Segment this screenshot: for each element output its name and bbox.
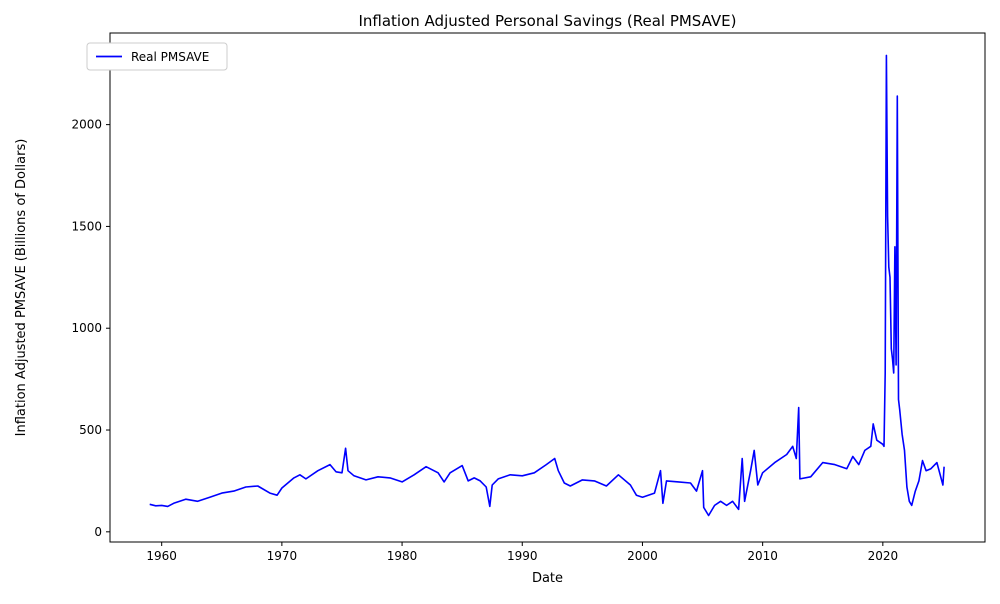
- plot-background: [110, 33, 985, 542]
- x-tick-label: 1990: [507, 549, 538, 563]
- legend: Real PMSAVE: [86, 42, 228, 71]
- x-tick-label: 1970: [267, 549, 298, 563]
- plot-frame: [109, 32, 986, 543]
- series-line-real-pmsave: [149, 54, 945, 517]
- y-tick-label: 500: [79, 423, 102, 437]
- x-axis-ticks: 1960 1970 1980 1990 2000 2010 2020: [146, 542, 898, 563]
- x-tick-label: 2010: [747, 549, 778, 563]
- y-axis-label: Inflation Adjusted PMSAVE (Billions of D…: [14, 139, 29, 437]
- x-tick-label: 2000: [627, 549, 658, 563]
- legend-label-real-pmsave: Real PMSAVE: [131, 50, 209, 64]
- chart-title: Inflation Adjusted Personal Savings (Rea…: [358, 12, 736, 30]
- x-axis-label: Date: [532, 571, 563, 586]
- x-tick-label: 2020: [868, 549, 899, 563]
- legend-box: [86, 42, 228, 71]
- y-tick-label: 1500: [71, 219, 102, 233]
- y-tick-label: 2000: [71, 118, 102, 132]
- x-tick-label: 1980: [387, 549, 418, 563]
- x-tick-label: 1960: [146, 549, 177, 563]
- y-axis-ticks: 0 500 1000 1500 2000: [71, 118, 110, 539]
- y-tick-label: 1000: [71, 321, 102, 335]
- y-tick-label: 0: [94, 525, 102, 539]
